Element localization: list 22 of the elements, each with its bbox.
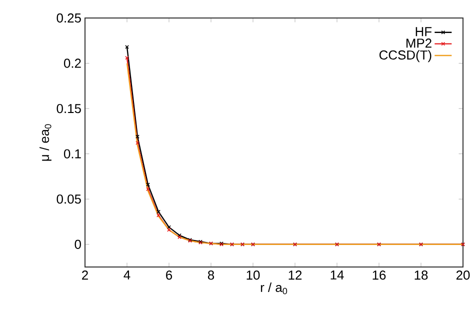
x-tick-label: 6	[166, 270, 172, 280]
x-tick-label: 4	[124, 270, 130, 280]
legend-label: MP2	[406, 38, 432, 48]
x-axis-title: r / a$_{0}$	[260, 282, 288, 294]
x-tick-label: 14	[330, 270, 344, 280]
x-tick-label: 16	[372, 270, 386, 280]
point	[136, 141, 140, 145]
x-tick-label: 18	[414, 270, 428, 280]
x-tick-label: 10	[246, 270, 260, 280]
y-tick-label: 0.1	[64, 149, 81, 158]
legend-label: HF	[416, 27, 432, 36]
y-tick-label: 0	[74, 240, 81, 249]
x-tick-label: 2	[82, 270, 88, 280]
y-axis-title: μ / ea$_{0}$	[40, 124, 52, 161]
y-tick-label: 0.2	[64, 58, 81, 68]
legend-label: CCSD(T)	[379, 50, 432, 62]
x-tick-label: 12	[288, 270, 302, 280]
x-tick-label: 20	[456, 270, 470, 280]
y-tick-label: 0.05	[56, 194, 81, 204]
x-tick-label: 8	[208, 270, 214, 280]
y-tick-label: 0.25	[56, 13, 81, 23]
y-tick-label: 0.15	[56, 104, 81, 114]
